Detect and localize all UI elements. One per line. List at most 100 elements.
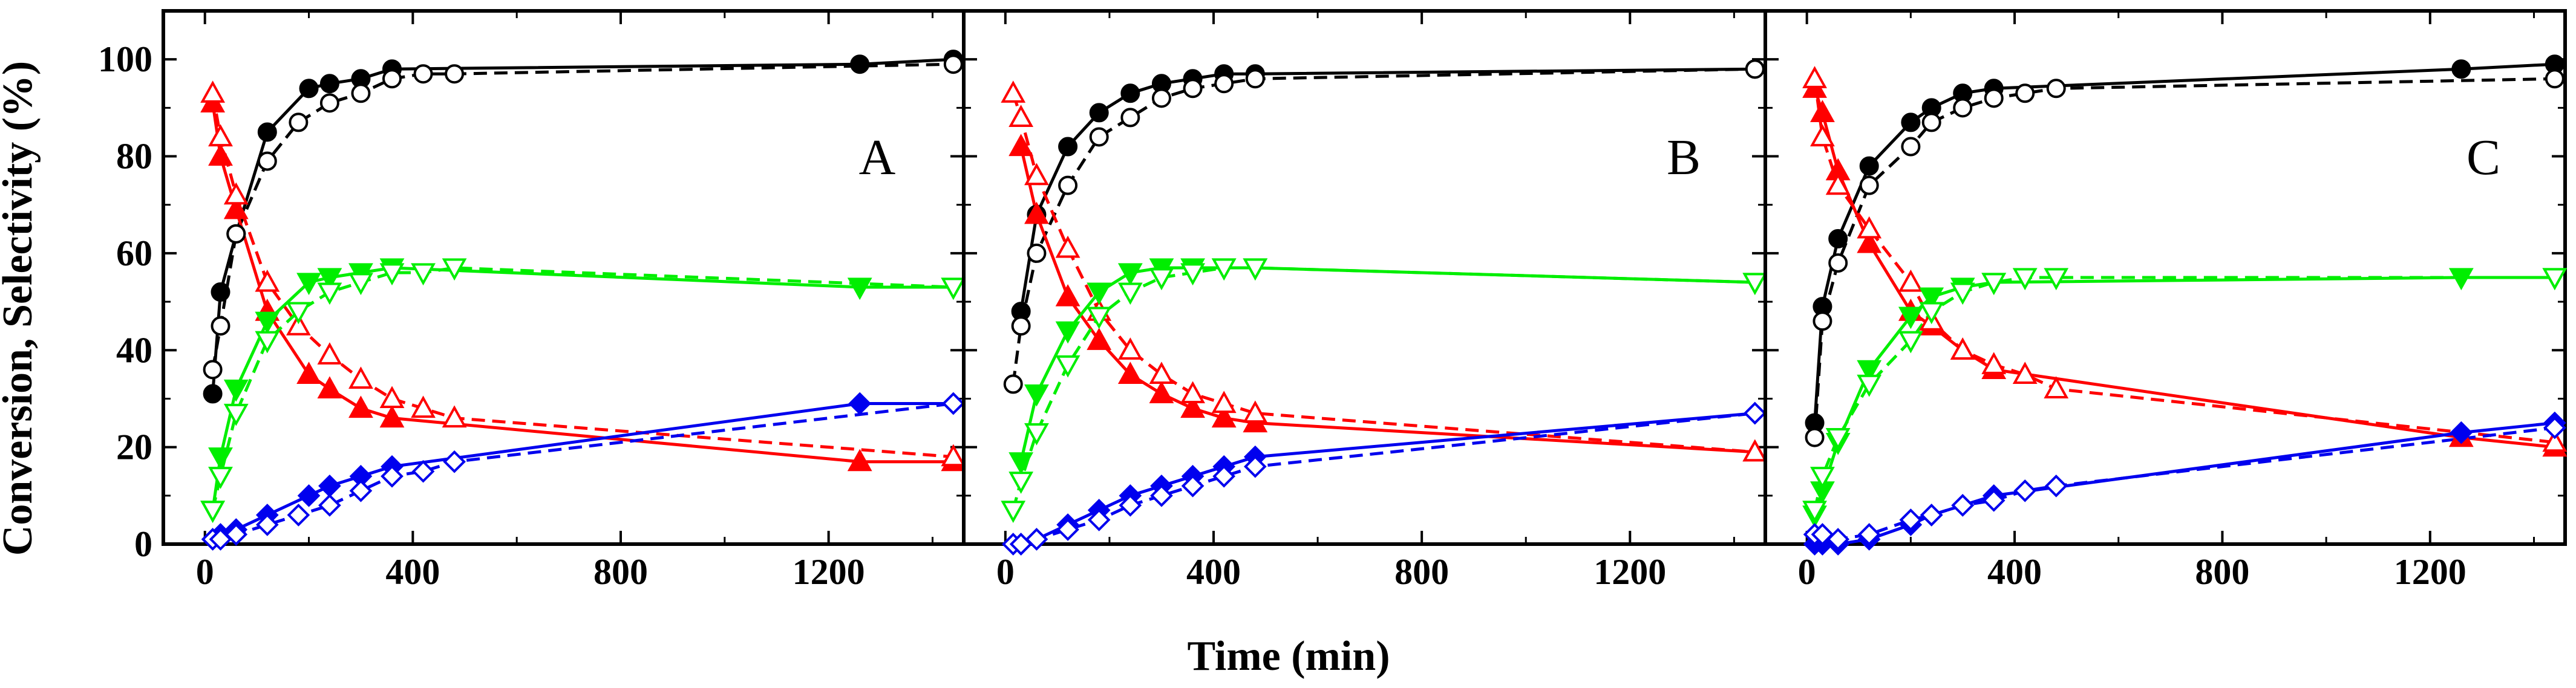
panel-C: 0 400 800 1200 C (1764, 9, 2568, 592)
data-point-green (286, 302, 311, 325)
data-point-green (1008, 452, 1034, 475)
data-point-red (1810, 100, 1835, 122)
data-point-blue (381, 464, 404, 488)
data-point-red (317, 342, 342, 365)
series-line-black (211, 62, 953, 370)
x-tick-label: 800 (593, 552, 648, 592)
data-point-red (1117, 337, 1143, 360)
data-point-red (1857, 230, 1882, 253)
data-point-blue (1920, 504, 1943, 527)
data-point-red (1055, 284, 1080, 307)
data-point-black (289, 112, 309, 132)
data-point-red (1898, 269, 1923, 292)
data-point-black (1120, 83, 1140, 103)
data-point-blue (1087, 508, 1111, 531)
data-point-blue (1212, 464, 1236, 488)
data-point-black (299, 79, 319, 99)
panel-label: B (1667, 129, 1701, 186)
data-point-green (411, 263, 436, 286)
data-point-red (1149, 381, 1174, 404)
x-axis-label: Time (min) (1187, 633, 1390, 680)
data-point-red (442, 405, 467, 428)
data-point-red (2542, 429, 2568, 452)
data-point-black (943, 54, 963, 74)
data-point-blue (1025, 528, 1048, 551)
data-point-green (847, 277, 872, 300)
series-line-blue (1020, 412, 1756, 546)
data-point-blue (224, 523, 248, 546)
data-point-red (1211, 405, 1237, 428)
data-point-green (317, 282, 342, 305)
data-point-black (2046, 79, 2066, 99)
data-point-green (1180, 263, 1205, 286)
x-tick-label: 0 (996, 552, 1015, 592)
data-point-green (379, 263, 405, 286)
data-point-blue (349, 479, 373, 502)
data-point-red (1981, 352, 2007, 374)
data-point-red (1810, 124, 1835, 147)
data-point-green (296, 273, 321, 296)
data-point-black (211, 316, 230, 336)
data-point-red (223, 182, 249, 205)
panel-label: C (2466, 129, 2500, 186)
data-point-red (1857, 216, 1882, 239)
data-point-blue (1181, 474, 1205, 498)
data-point-red (223, 196, 249, 219)
data-point-green (442, 258, 467, 281)
panel-B: 0 400 800 1200 B (962, 9, 1768, 592)
data-point-black (1058, 137, 1078, 157)
data-point-green (2044, 268, 2069, 291)
data-point-green (1008, 472, 1034, 494)
series-line-blue (1013, 412, 1756, 546)
data-point-red (1742, 439, 1768, 462)
data-point-black (1003, 374, 1023, 394)
data-point-blue (1243, 455, 1267, 478)
plot-frame (1764, 9, 2567, 546)
data-point-red (1024, 201, 1049, 224)
data-point-black (319, 93, 339, 113)
x-tick-label: 800 (1394, 552, 1449, 592)
data-point-red (2044, 376, 2069, 399)
data-point-blue (287, 504, 310, 527)
data-point-red (348, 366, 373, 389)
data-point-black (445, 64, 465, 84)
x-tick-label: 1200 (793, 552, 865, 592)
data-point-green (1857, 374, 1882, 397)
data-point-black (2451, 59, 2471, 79)
data-point-green (1810, 467, 1835, 489)
data-point-green (208, 467, 233, 489)
data-point-green (223, 379, 249, 402)
series-line-blue (212, 402, 953, 541)
y-tick-label: 40 (116, 330, 152, 370)
data-point-green (208, 447, 233, 470)
data-point-black (2015, 83, 2035, 103)
data-point-blue (941, 392, 965, 415)
data-point-red (296, 362, 321, 384)
data-point-black (1089, 103, 1109, 123)
data-point-black (1805, 427, 1825, 447)
data-point-black (1183, 79, 1203, 99)
data-point-blue (1951, 494, 1975, 517)
data-point-blue (1982, 489, 2006, 512)
y-tick-label: 0 (134, 524, 152, 564)
data-point-red (1950, 337, 1975, 360)
series-line-green (211, 266, 953, 511)
data-point-black (1859, 156, 1879, 176)
data-point-black (1120, 108, 1140, 128)
data-point-red (379, 386, 405, 409)
data-point-black (203, 360, 223, 380)
data-point-blue (318, 494, 341, 517)
data-point-green (1898, 307, 1923, 329)
data-point-red (1180, 381, 1205, 404)
data-point-green (1857, 360, 1882, 383)
series-markers (1001, 59, 1768, 556)
data-point-black (1828, 253, 1848, 273)
series-markers (1802, 54, 2568, 556)
series-line-black (211, 57, 953, 394)
data-point-green (1211, 258, 1237, 281)
data-point-green (1898, 331, 1923, 354)
data-point-black (850, 54, 870, 74)
data-point-green (2542, 268, 2568, 291)
data-point-red (286, 313, 311, 336)
